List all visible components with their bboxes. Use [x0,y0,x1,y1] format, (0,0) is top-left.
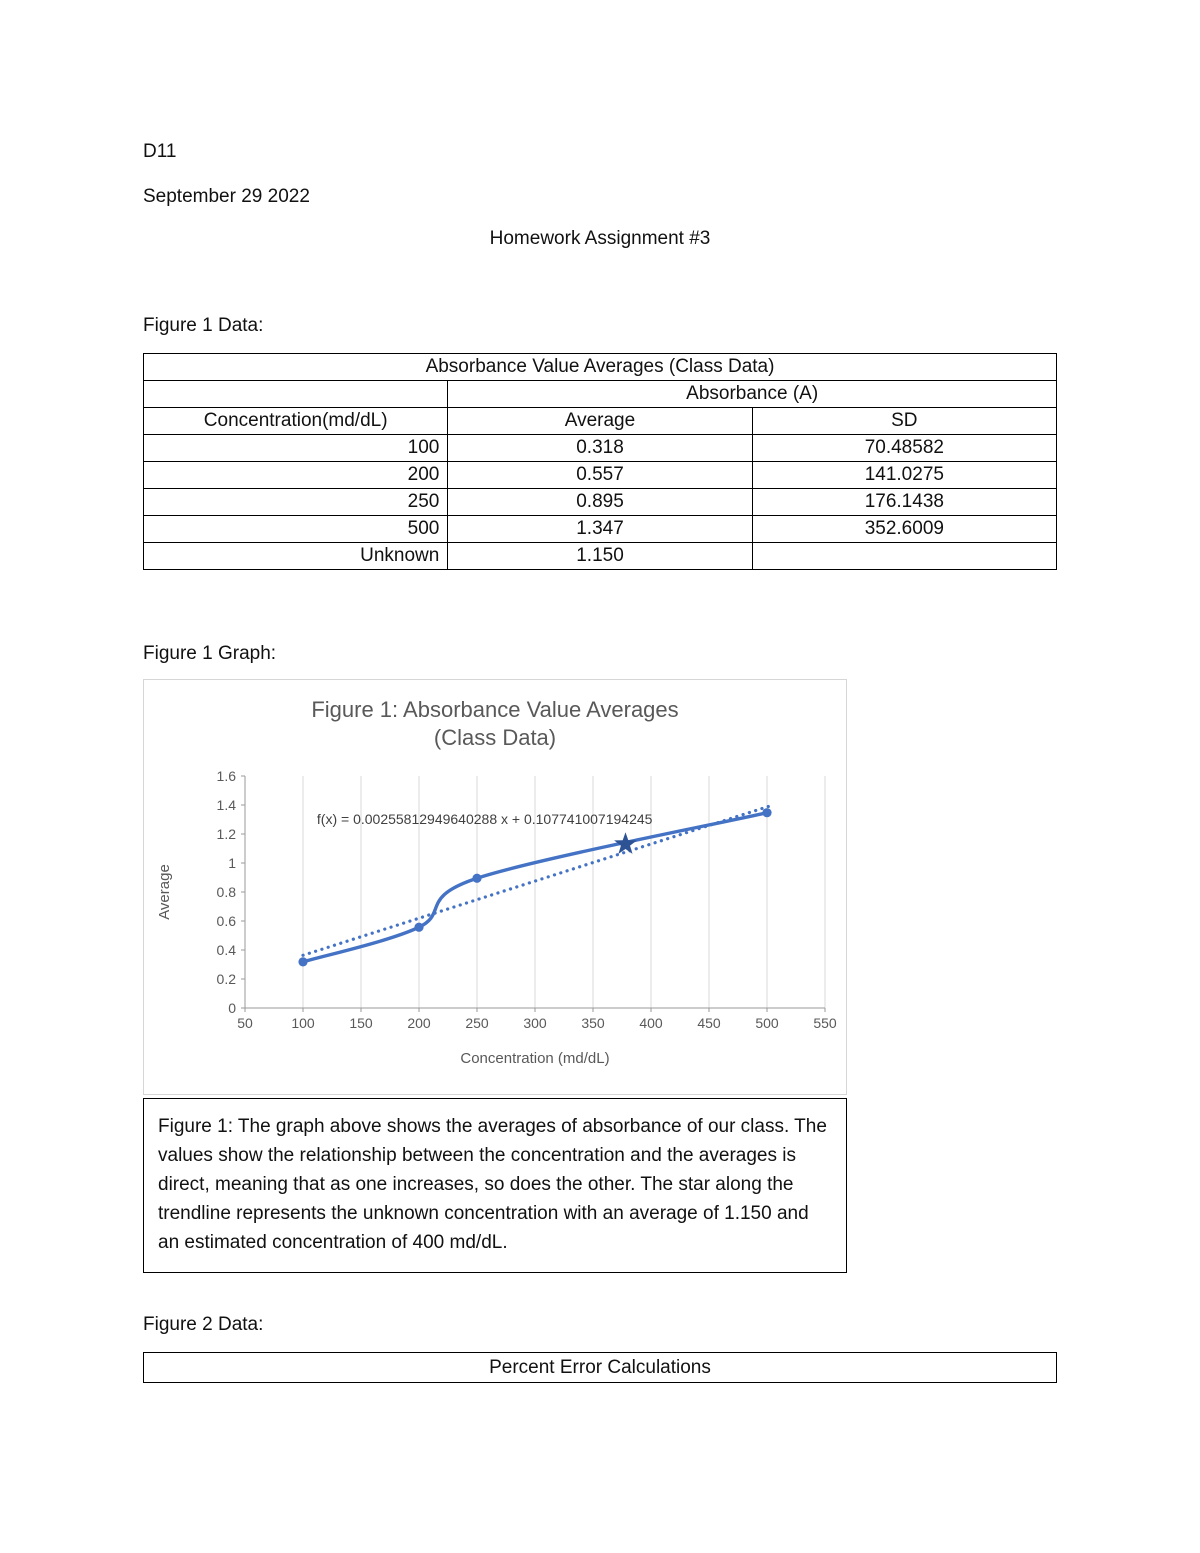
table-row: Unknown 1.150 [142,542,1058,570]
table-row: 500 1.347 352.6009 [142,515,1058,543]
doc-id: D11 [143,141,177,162]
table-title: Absorbance Value Averages (Class Data) [143,353,1057,381]
table-title-row: Absorbance Value Averages (Class Data) [143,353,1057,381]
y-tick-label: 0.8 [217,884,237,900]
figure2-table-title: Percent Error Calculations [489,1356,711,1378]
y-tick-label: 1.4 [217,797,237,813]
figure2-table: Percent Error Calculations [143,1352,1057,1383]
y-tick-label: 1 [228,855,236,871]
cell-sd: 176.1438 [751,488,1058,516]
y-tick-label: 0.6 [217,913,237,929]
cell-concentration: 250 [142,488,449,516]
series-line [301,811,769,964]
cell-sd: 70.48582 [751,434,1058,462]
chart-title-line2: (Class Data) [433,725,557,750]
x-tick-label: 250 [465,1015,489,1031]
cell-average: 1.150 [447,542,753,570]
table-row: 250 0.895 176.1438 [142,488,1058,516]
cell-sd: 141.0275 [751,461,1058,489]
figure2-data-label: Figure 2 Data: [143,1314,264,1335]
figure1-caption-box: Figure 1: The graph above shows the aver… [143,1098,847,1273]
chart-title: Figure 1: Absorbance Value Averages (Cla… [144,696,846,752]
doc-title: Homework Assignment #3 [489,228,711,249]
data-point-marker [472,873,482,883]
x-tick-label: 550 [813,1015,837,1031]
cell-sd: 352.6009 [751,515,1058,543]
x-tick-label: 450 [697,1015,721,1031]
x-tick-label: 300 [523,1015,547,1031]
x-tick-label: 500 [755,1015,779,1031]
figure1-caption-text: Figure 1: The graph above shows the aver… [158,1116,827,1253]
x-tick-label: 350 [581,1015,605,1031]
y-tick-label: 0.2 [217,971,237,987]
doc-date: September 29 2022 [143,186,310,207]
y-tick-label: 0 [228,1000,236,1016]
col-header-average: Average [447,407,753,435]
cell-average: 0.557 [447,461,753,489]
x-tick-label: 100 [291,1015,315,1031]
y-tick-label: 0.4 [217,942,237,958]
data-point-marker [298,957,308,967]
y-tick-label: 1.2 [217,826,237,842]
cell-average: 1.347 [447,515,753,543]
unknown-star-marker [614,832,637,854]
cell-average: 0.895 [447,488,753,516]
cell-average: 0.318 [447,434,753,462]
figure1-table: Absorbance Value Averages (Class Data) A… [142,353,1058,570]
cell-concentration: 200 [142,461,449,489]
x-axis-title: Concentration (md/dL) [460,1050,609,1067]
table-header-row: Concentration(md/dL) Average SD [142,407,1058,435]
cell-concentration: Unknown [142,542,449,570]
col-header-sd: SD [751,407,1058,435]
chart-plot-area: 50 100 150 200 250 300 350 400 450 500 550 0 0.2 0.4 0… [156,768,837,1067]
group-header: Absorbance (A) [447,380,1057,408]
x-tick-label: 400 [639,1015,663,1031]
table-group-row: Absorbance (A) [142,380,1057,408]
trendline-equation: f(x) = 0.00255812949640288 x + 0.1077410… [317,811,653,827]
col-header-concentration: Concentration(md/dL) [142,407,449,435]
data-point-marker [414,922,424,932]
data-point-marker [762,808,772,818]
x-tick-label: 150 [349,1015,373,1031]
y-axis-title: Average [156,864,173,920]
table-row: 200 0.557 141.0275 [142,461,1058,489]
figure1-chart: Figure 1: Absorbance Value Averages (Cla… [143,679,847,1095]
figure1-data-label: Figure 1 Data: [143,315,264,336]
chart-title-line1: Figure 1: Absorbance Value Averages [311,697,679,722]
y-tick-label: 1.6 [217,768,237,784]
figure1-graph-label: Figure 1 Graph: [143,643,277,664]
x-tick-label: 200 [407,1015,431,1031]
cell-concentration: 100 [142,434,449,462]
cell-sd [751,542,1058,570]
empty-cell [142,380,449,408]
x-tick-label: 50 [237,1015,253,1031]
table-row: 100 0.318 70.48582 [142,434,1058,462]
cell-concentration: 500 [142,515,449,543]
